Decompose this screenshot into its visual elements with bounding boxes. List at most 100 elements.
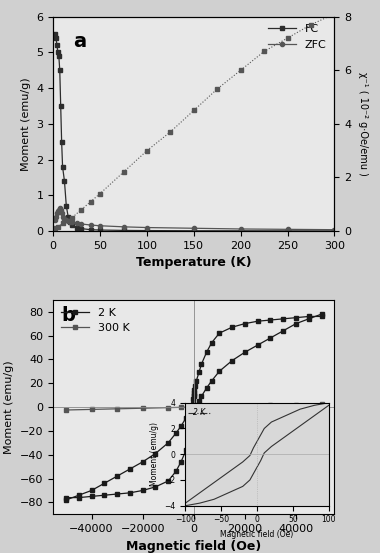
300 K xyxy=(140,405,145,411)
ZFC xyxy=(60,213,65,220)
2 K xyxy=(192,391,196,398)
ZFC xyxy=(68,218,72,225)
ZFC xyxy=(121,223,126,230)
FC xyxy=(59,138,64,145)
FC xyxy=(64,203,69,210)
2 K xyxy=(194,378,199,384)
2 K xyxy=(153,450,158,457)
2 K xyxy=(255,318,260,325)
300 K xyxy=(179,404,183,411)
ZFC xyxy=(70,219,74,226)
Line: FC: FC xyxy=(53,33,336,233)
2 K xyxy=(166,440,171,446)
300 K xyxy=(192,404,196,410)
FC xyxy=(60,164,65,170)
FC xyxy=(238,227,243,234)
Legend: 2 K, 300 K: 2 K, 300 K xyxy=(57,303,134,337)
FC xyxy=(89,226,93,233)
300 K xyxy=(268,402,273,409)
300 K xyxy=(196,404,201,410)
ZFC xyxy=(98,222,102,229)
FC xyxy=(79,225,84,232)
2 K xyxy=(230,324,234,331)
2 K xyxy=(209,340,214,346)
FC xyxy=(98,227,102,233)
2 K xyxy=(102,480,107,487)
ZFC xyxy=(62,215,67,222)
2 K xyxy=(191,393,196,400)
ZFC xyxy=(285,226,290,233)
Y-axis label: Moment (emu/g): Moment (emu/g) xyxy=(21,77,31,171)
FC xyxy=(70,221,74,228)
300 K xyxy=(319,401,324,408)
ZFC xyxy=(57,206,61,213)
Line: ZFC: ZFC xyxy=(53,206,336,232)
ZFC xyxy=(74,220,79,227)
Line: 2 K: 2 K xyxy=(64,314,324,502)
2 K xyxy=(140,458,145,465)
2 K xyxy=(193,382,197,389)
2 K xyxy=(281,316,285,322)
Legend: FC, ZFC: FC, ZFC xyxy=(264,20,331,54)
2 K xyxy=(64,497,68,503)
ZFC xyxy=(192,225,196,232)
300 K xyxy=(187,404,191,410)
300 K xyxy=(166,404,171,411)
FC xyxy=(332,228,337,234)
FC xyxy=(57,67,62,74)
300 K xyxy=(204,403,209,410)
FC xyxy=(192,227,196,234)
FC xyxy=(145,227,149,234)
300 K xyxy=(189,404,193,410)
FC xyxy=(62,178,67,184)
FC xyxy=(285,228,290,234)
FC xyxy=(59,103,63,109)
ZFC xyxy=(238,226,243,232)
2 K xyxy=(192,387,196,394)
ZFC xyxy=(59,206,63,213)
ZFC xyxy=(57,205,62,211)
FC xyxy=(121,227,126,234)
FC xyxy=(53,31,57,38)
FC xyxy=(74,224,79,231)
ZFC xyxy=(145,224,149,231)
ZFC xyxy=(89,222,93,228)
2 K xyxy=(204,349,209,356)
ZFC xyxy=(54,213,58,220)
ZFC xyxy=(64,217,69,224)
300 K xyxy=(217,403,222,410)
ZFC xyxy=(59,210,64,217)
X-axis label: Magnetic field (Oe): Magnetic field (Oe) xyxy=(126,540,261,552)
2 K xyxy=(217,330,222,336)
2 K xyxy=(189,405,193,412)
300 K xyxy=(89,406,94,413)
2 K xyxy=(199,361,204,367)
Y-axis label: χ⁻¹ ( 10⁻² g⋅Oe/emu ): χ⁻¹ ( 10⁻² g⋅Oe/emu ) xyxy=(358,72,368,176)
FC xyxy=(55,42,59,49)
2 K xyxy=(319,313,324,320)
2 K xyxy=(76,492,81,499)
Text: a: a xyxy=(73,32,86,51)
300 K xyxy=(243,403,247,409)
2 K xyxy=(128,466,132,472)
300 K xyxy=(194,404,199,410)
2 K xyxy=(294,314,298,321)
300 K xyxy=(294,401,298,408)
300 K xyxy=(64,406,68,413)
ZFC xyxy=(55,210,59,217)
FC xyxy=(54,35,58,41)
ZFC xyxy=(332,226,337,233)
2 K xyxy=(307,313,311,320)
300 K xyxy=(115,405,119,412)
FC xyxy=(68,219,72,226)
FC xyxy=(66,213,70,220)
2 K xyxy=(89,487,94,494)
Line: 300 K: 300 K xyxy=(64,402,324,412)
2 K xyxy=(243,320,247,327)
2 K xyxy=(192,389,196,396)
2 K xyxy=(174,430,178,436)
2 K xyxy=(184,414,188,421)
Y-axis label: Moment (emu/g): Moment (emu/g) xyxy=(5,360,14,454)
ZFC xyxy=(79,221,84,227)
2 K xyxy=(115,473,119,479)
